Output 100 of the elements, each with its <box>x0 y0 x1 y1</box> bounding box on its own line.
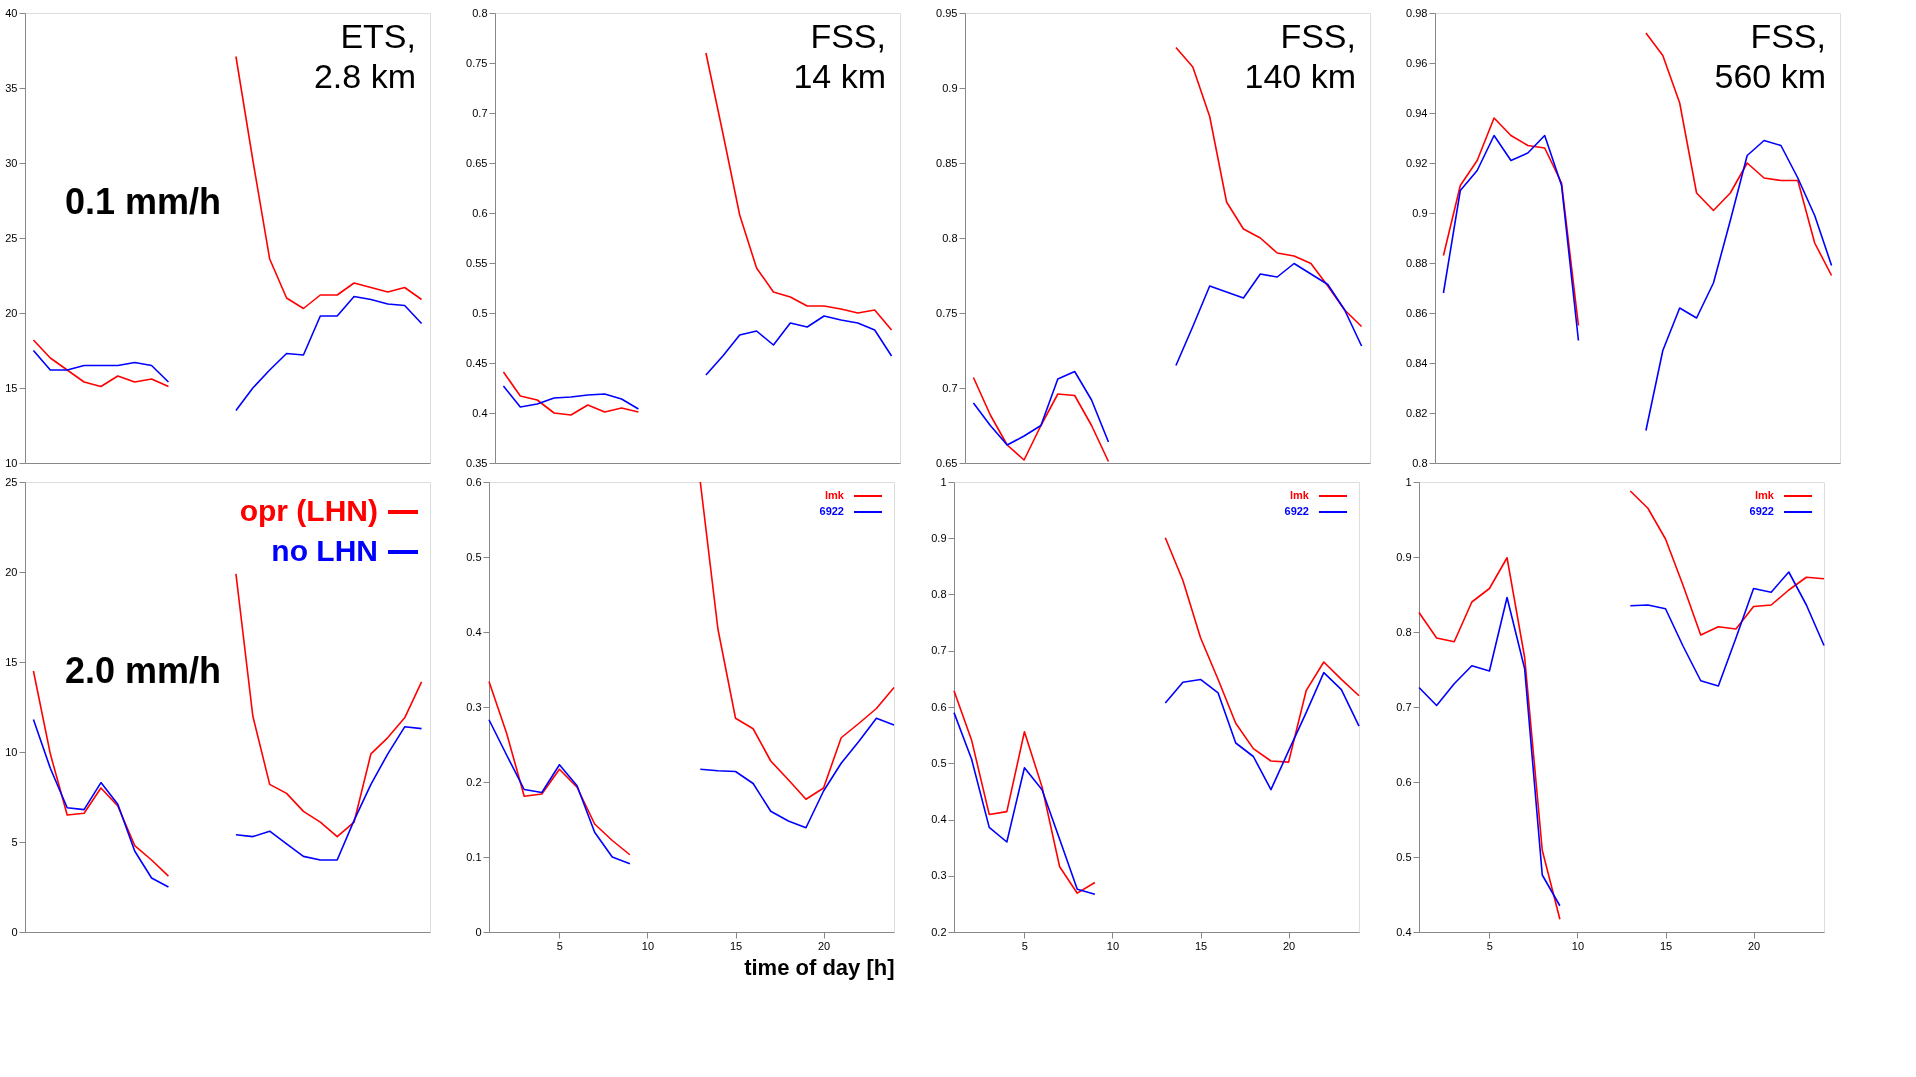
legend-label: 6922 <box>1749 505 1774 517</box>
line-series <box>32 349 170 383</box>
x-tick-label: 5 <box>556 939 563 952</box>
y-tick-label: 0.35 <box>466 456 488 469</box>
y-tick-label: 15 <box>5 381 18 394</box>
legend-label: 6922 <box>819 505 844 517</box>
y-tick-label: 0.2 <box>931 925 947 938</box>
line-series <box>32 718 170 888</box>
y-tick-label: 0.8 <box>942 231 958 244</box>
y-tick-label: 0.95 <box>936 6 958 19</box>
y-tick-label: 30 <box>5 156 18 169</box>
text: ETS, 2.8 km <box>313 17 416 95</box>
legend-label: 6922 <box>1284 505 1309 517</box>
y-tick-label: 10 <box>5 745 18 758</box>
y-tick-label: 10 <box>5 456 18 469</box>
y-tick-label: 0.5 <box>472 306 488 319</box>
line-series <box>972 370 1110 446</box>
x-tick-label: 5 <box>1021 939 1028 952</box>
y-tick-label: 0 <box>475 925 482 938</box>
line-series <box>972 376 1110 463</box>
legend-label: lmk <box>1755 489 1775 501</box>
x-tick-label: 10 <box>1571 939 1585 952</box>
line-series <box>1175 262 1363 367</box>
legend-label: no LHN <box>271 534 378 567</box>
y-tick-label: 0.8 <box>1412 456 1428 469</box>
line-series <box>235 55 423 310</box>
text: FSS, 140 km <box>1244 17 1356 95</box>
y-tick-label: 0.6 <box>931 700 947 713</box>
y-tick-label: 0.65 <box>936 456 958 469</box>
y-tick-label: 35 <box>5 81 18 94</box>
y-tick-label: 0.5 <box>1396 850 1412 863</box>
y-tick-label: 0.75 <box>466 56 488 69</box>
y-tick-label: 0.8 <box>931 588 947 600</box>
text: FSS, 14 km <box>793 17 886 95</box>
y-tick-label: 0.98 <box>1406 6 1428 19</box>
line-series <box>1645 139 1833 432</box>
y-tick-label: 0.7 <box>931 644 947 657</box>
x-tick-label: 15 <box>729 939 743 952</box>
y-tick-label: 0.85 <box>936 156 958 169</box>
x-tick-label: 10 <box>1106 939 1120 952</box>
y-tick-label: 0.84 <box>1406 356 1428 369</box>
y-tick-label: 0 <box>11 925 18 938</box>
y-tick-label: 0.2 <box>466 775 482 788</box>
x-tick-label: 15 <box>1659 939 1673 952</box>
y-tick-label: 0.65 <box>466 156 488 169</box>
y-tick-label: 0.7 <box>942 381 958 394</box>
annotation: 0.1 mm/h <box>65 181 222 222</box>
legend-label: lmk <box>825 489 845 501</box>
y-tick-label: 0.8 <box>1396 625 1412 638</box>
y-tick-label: 1 <box>940 475 947 488</box>
annotation: 2.0 mm/h <box>65 650 222 691</box>
legend-label: opr (LHN) <box>239 494 378 527</box>
y-tick-label: 0.1 <box>466 850 482 863</box>
y-tick-label: 0.96 <box>1406 56 1428 69</box>
y-tick-label: 0.55 <box>466 256 488 269</box>
x-tick-label: 20 <box>1747 939 1761 952</box>
line-series <box>705 315 893 376</box>
y-tick-label: 0.94 <box>1406 106 1428 119</box>
y-tick-label: 0.7 <box>1396 700 1412 713</box>
y-tick-label: 0.5 <box>466 550 482 563</box>
y-tick-label: 0.6 <box>1396 775 1412 788</box>
x-tick-label: 20 <box>1282 939 1296 952</box>
y-tick-label: 25 <box>5 475 18 488</box>
y-tick-label: 0.4 <box>931 813 947 825</box>
x-tick-label: 15 <box>1194 939 1208 952</box>
y-tick-label: 0.4 <box>472 406 488 419</box>
line-series <box>235 726 423 861</box>
y-tick-label: 0.5 <box>931 756 947 769</box>
y-tick-label: 1 <box>1405 475 1412 488</box>
y-tick-label: 5 <box>11 835 18 848</box>
y-tick-label: 0.7 <box>472 106 488 119</box>
x-axis-title: time of day [h] <box>744 954 895 980</box>
y-tick-label: 0.4 <box>466 625 482 638</box>
y-tick-label: 0.82 <box>1406 406 1428 419</box>
y-tick-label: 20 <box>5 565 18 578</box>
y-tick-label: 0.3 <box>931 869 947 882</box>
y-tick-label: 0.6 <box>472 206 488 219</box>
x-tick-label: 10 <box>641 939 655 952</box>
x-tick-label: 20 <box>817 939 831 952</box>
line-series <box>235 573 423 838</box>
y-tick-label: 0.6 <box>466 475 482 488</box>
line-series <box>705 52 893 331</box>
y-tick-label: 0.9 <box>1412 206 1428 219</box>
line-series <box>502 371 640 416</box>
y-tick-label: 0.45 <box>466 356 488 369</box>
y-tick-label: 0.4 <box>1396 925 1412 938</box>
y-tick-label: 0.9 <box>1396 550 1412 563</box>
y-tick-label: 20 <box>5 306 18 319</box>
y-tick-label: 0.88 <box>1406 256 1428 269</box>
y-tick-label: 0.9 <box>942 81 958 94</box>
y-tick-label: 0.3 <box>466 700 482 713</box>
y-tick-label: 40 <box>5 6 18 19</box>
y-tick-label: 0.75 <box>936 306 958 319</box>
y-tick-label: 0.8 <box>472 6 488 19</box>
line-series <box>502 385 640 410</box>
y-tick-label: 15 <box>5 655 18 668</box>
text: FSS, 560 km <box>1714 17 1826 95</box>
x-tick-label: 5 <box>1486 939 1493 952</box>
y-tick-label: 25 <box>5 231 18 244</box>
line-series <box>32 339 170 388</box>
